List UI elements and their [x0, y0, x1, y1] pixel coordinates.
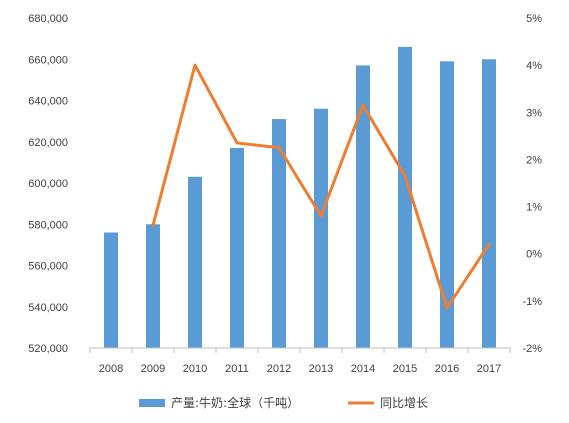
growth-point-2013 [319, 214, 323, 218]
x-tick-label: 2013 [309, 363, 333, 375]
right-tick-label: 0% [526, 249, 542, 261]
bar-2009 [146, 224, 160, 348]
line-series [151, 63, 491, 310]
bar-series [104, 46, 496, 348]
growth-point-2011 [235, 141, 239, 145]
left-tick-label: 620,000 [28, 137, 68, 149]
left-axis-ticks: 520,000 540,000 560,000 580,000 600,000 620,0… [28, 13, 68, 355]
x-tick-label: 2008 [99, 363, 123, 375]
left-tick-label: 640,000 [28, 96, 68, 108]
left-tick-label: 680,000 [28, 13, 68, 25]
bar-2012 [272, 119, 286, 348]
x-tick-label: 2009 [141, 363, 165, 375]
right-tick-label: -2% [522, 343, 542, 355]
growth-point-2014 [361, 103, 365, 107]
x-tick-label: 2014 [351, 363, 375, 375]
right-axis-ticks: -2% -1% 0% 1% 2% 3% 4% 5% [522, 13, 542, 355]
right-tick-label: -1% [522, 296, 542, 308]
x-tick-label: 2010 [183, 363, 207, 375]
bar-2017 [482, 59, 496, 348]
bar-2013 [314, 108, 328, 348]
x-tick-label: 2017 [477, 363, 501, 375]
growth-point-2017 [487, 242, 491, 246]
right-tick-label: 4% [526, 60, 542, 72]
bar-2014 [356, 65, 370, 348]
left-tick-label: 540,000 [28, 302, 68, 314]
legend-bar-label: 产量:牛奶:全球（千吨） [171, 395, 299, 410]
x-tick-label: 2012 [267, 363, 291, 375]
right-tick-label: 3% [526, 107, 542, 119]
right-tick-label: 5% [526, 13, 542, 25]
bar-2010 [188, 176, 202, 348]
growth-point-2016 [445, 306, 449, 310]
growth-point-2010 [193, 63, 197, 67]
growth-point-2012 [277, 146, 281, 150]
bar-2015 [398, 46, 412, 348]
left-tick-label: 580,000 [28, 219, 68, 231]
x-tick-label: 2016 [435, 363, 459, 375]
right-tick-label: 1% [526, 202, 542, 214]
left-tick-label: 560,000 [28, 261, 68, 273]
x-tick-label: 2011 [225, 363, 249, 375]
growth-point-2015 [403, 174, 407, 178]
right-tick-label: 2% [526, 154, 542, 166]
x-axis-ticks: 2008 2009 2010 2011 2012 2013 2014 2015 2016 2017 [89, 348, 511, 375]
x-tick-label: 2015 [393, 363, 417, 375]
bar-2011 [230, 147, 244, 348]
bar-2008 [104, 232, 118, 348]
legend-line-label: 同比增长 [380, 396, 428, 410]
legend: 产量:牛奶:全球（千吨） 同比增长 [139, 395, 428, 410]
left-tick-label: 600,000 [28, 178, 68, 190]
bar-2016 [440, 61, 454, 348]
left-tick-label: 520,000 [28, 343, 68, 355]
left-tick-label: 660,000 [28, 54, 68, 66]
legend-bar-swatch [139, 399, 165, 407]
growth-point-2009 [151, 223, 155, 227]
